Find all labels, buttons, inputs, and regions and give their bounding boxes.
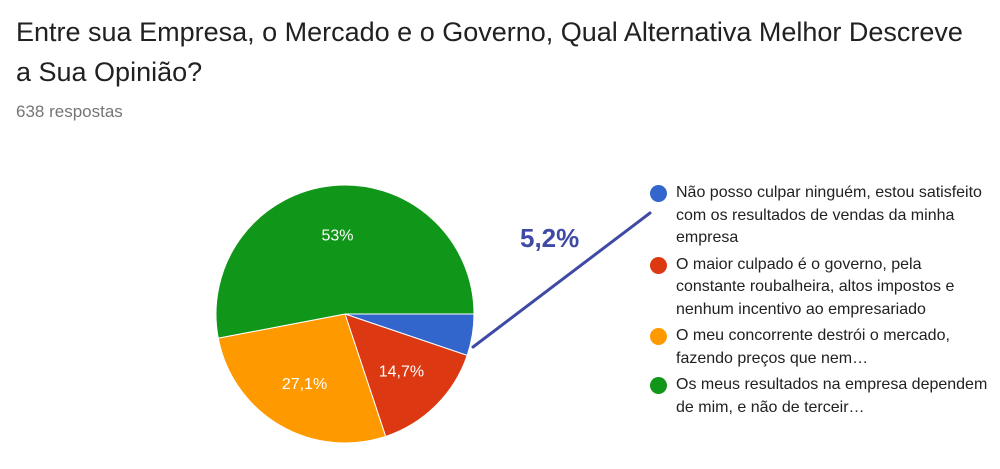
chart-title: Entre sua Empresa, o Mercado e o Governo…	[16, 17, 963, 87]
callout-line	[471, 211, 652, 349]
legend-item[interactable]: O meu concorrente destrói o mercado, faz…	[650, 325, 990, 370]
callout-label: 5,2%	[520, 223, 579, 253]
slice-data-label: 14,7%	[379, 364, 424, 381]
legend-dot-icon	[650, 328, 667, 345]
chart-legend: Não posso culpar ninguém, estou satisfei…	[650, 182, 990, 423]
slice-data-label: 53%	[321, 227, 353, 244]
response-count: 638 respostas	[16, 102, 123, 121]
pie-slice[interactable]	[215, 184, 475, 339]
legend-label: Não posso culpar ninguém, estou satisfei…	[676, 184, 982, 246]
legend-dot-icon	[650, 256, 667, 274]
legend-label: O maior culpado é o governo, pela consta…	[676, 255, 955, 318]
legend-item[interactable]: Os meus resultados na empresa dependem d…	[650, 374, 990, 419]
pie-slice[interactable]	[217, 313, 387, 444]
legend-item[interactable]: O maior culpado é o governo, pela consta…	[650, 254, 990, 322]
legend-dot-icon	[650, 185, 667, 202]
legend-label: Os meus resultados na empresa dependem d…	[676, 376, 988, 416]
legend-item[interactable]: Não posso culpar ninguém, estou satisfei…	[650, 182, 990, 250]
legend-label: O meu concorrente destrói o mercado, faz…	[676, 327, 950, 367]
slice-data-label: 27,1%	[282, 376, 327, 393]
legend-dot-icon	[650, 377, 667, 394]
